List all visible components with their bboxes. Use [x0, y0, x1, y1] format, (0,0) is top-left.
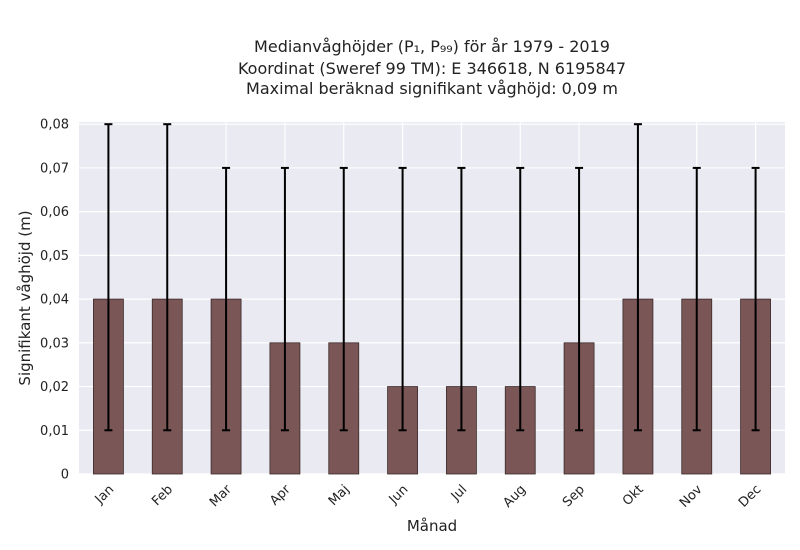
error-bar-apr	[280, 166, 289, 432]
error-bar-feb	[163, 123, 172, 432]
y-tick-label: 0,03	[40, 336, 69, 351]
y-tick-label: 0,06	[40, 205, 69, 220]
y-axis-label: Signifikant våghöjd (m)	[16, 210, 34, 385]
x-tick-label: Aug	[501, 482, 530, 511]
error-bar-mar	[222, 166, 231, 432]
chart-title-line-3: Maximal beräknad signifikant våghöjd: 0,…	[246, 79, 618, 98]
error-bar-dec	[751, 166, 760, 432]
x-tick-label: Okt	[620, 482, 647, 509]
x-tick-labels: Jan Feb Mar Apr Maj Jun Jul Aug Sep Okt Nov Dec	[92, 482, 765, 511]
x-tick-label: Jul	[448, 482, 470, 504]
x-tick-label: Dec	[736, 482, 764, 510]
x-tick-label: Nov	[677, 482, 706, 511]
error-bar-aug	[516, 166, 525, 432]
error-bar-jan	[104, 123, 113, 432]
chart-title-line-2: Koordinat (Sweref 99 TM): E 346618, N 61…	[238, 59, 626, 78]
error-bar-jun	[398, 166, 407, 432]
x-tick-label: Mar	[207, 482, 235, 510]
error-bar-okt	[633, 123, 642, 432]
y-tick-label: 0,07	[40, 161, 69, 176]
chart-title-line-1: Medianvåghöjder (P₁, P₉₉) för år 1979 - …	[254, 37, 610, 56]
y-tick-label: 0,04	[40, 293, 69, 308]
error-bar-maj	[339, 166, 348, 432]
error-bar-nov	[692, 166, 701, 432]
error-bar-jul	[457, 166, 466, 432]
x-tick-label: Jun	[386, 482, 412, 508]
y-tick-label: 0,05	[40, 249, 69, 264]
y-tick-label: 0,02	[40, 380, 69, 395]
plot-area	[79, 122, 785, 474]
error-bar-sep	[575, 166, 584, 432]
x-tick-label: Jan	[92, 482, 117, 507]
x-tick-label: Apr	[267, 482, 294, 509]
error-bars	[104, 123, 760, 432]
y-tick-label: 0	[61, 468, 69, 483]
y-tick-label: 0,01	[40, 424, 69, 439]
y-tick-labels: 0 0,01 0,02 0,03 0,04 0,05 0,06 0,07 0,08	[40, 118, 69, 483]
x-axis-label: Månad	[407, 517, 457, 535]
y-tick-label: 0,08	[40, 118, 69, 133]
x-tick-label: Sep	[560, 482, 588, 510]
x-tick-label: Feb	[149, 482, 176, 509]
x-tick-label: Maj	[326, 482, 353, 509]
